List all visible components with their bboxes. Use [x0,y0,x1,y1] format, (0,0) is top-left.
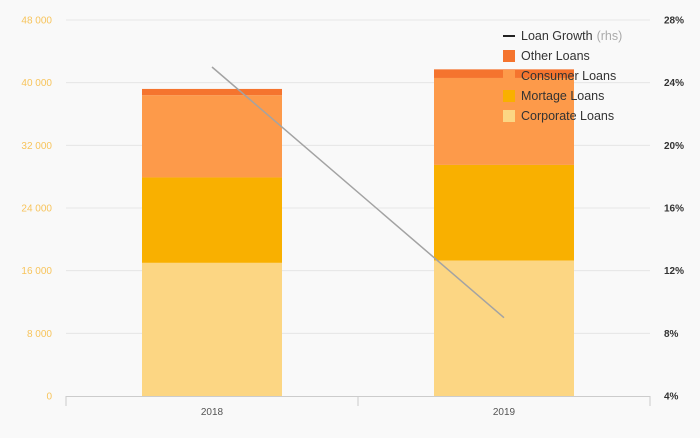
x-tick-label: 2019 [493,407,516,418]
legend-swatch [503,50,515,62]
y-tick-label: 8 000 [27,329,52,340]
legend-item: Consumer Loans [503,66,622,86]
x-tick-label: 2018 [201,407,224,418]
legend-item: Other Loans [503,46,622,66]
legend: Loan Growth (rhs) Other Loans Consumer Loan… [503,26,622,126]
y-tick-label: 24 000 [21,204,52,215]
y-tick-label: 40 000 [21,78,52,89]
bar-segment [434,164,574,261]
y-tick-label: 48 000 [21,16,52,27]
y-tick-label: 16 000 [21,266,52,277]
legend-label: Loan Growth [521,29,593,43]
legend-note: (rhs) [596,29,623,43]
bar-segment [142,88,282,96]
y-tick-label: 0 [46,392,52,403]
y2-tick-label: 8% [664,329,679,340]
y2-tick-label: 16% [664,204,684,215]
legend-item: Corporate Loans [503,106,622,126]
y2-tick-label: 20% [664,141,684,152]
legend-swatch [503,90,515,102]
legend-line-marker [503,35,515,37]
loan-growth-line [211,66,505,319]
legend-label: Mortage Loans [521,89,605,103]
y-tick-label: 32 000 [21,141,52,152]
legend-item: Loan Growth (rhs) [503,26,622,46]
bar-segment [434,260,574,396]
bar-segment [142,95,282,178]
legend-swatch [503,110,515,122]
legend-label: Other Loans [521,49,590,63]
y2-tick-label: 28% [664,16,684,27]
legend-label: Corporate Loans [521,109,615,123]
y2-tick-label: 12% [664,266,684,277]
bar-segment [142,177,282,263]
legend-item: Mortage Loans [503,86,622,106]
legend-label: Consumer Loans [521,69,617,83]
y2-tick-label: 24% [664,78,684,89]
legend-swatch [503,70,515,82]
bar-segment [142,262,282,396]
y2-tick-label: 4% [664,392,679,403]
